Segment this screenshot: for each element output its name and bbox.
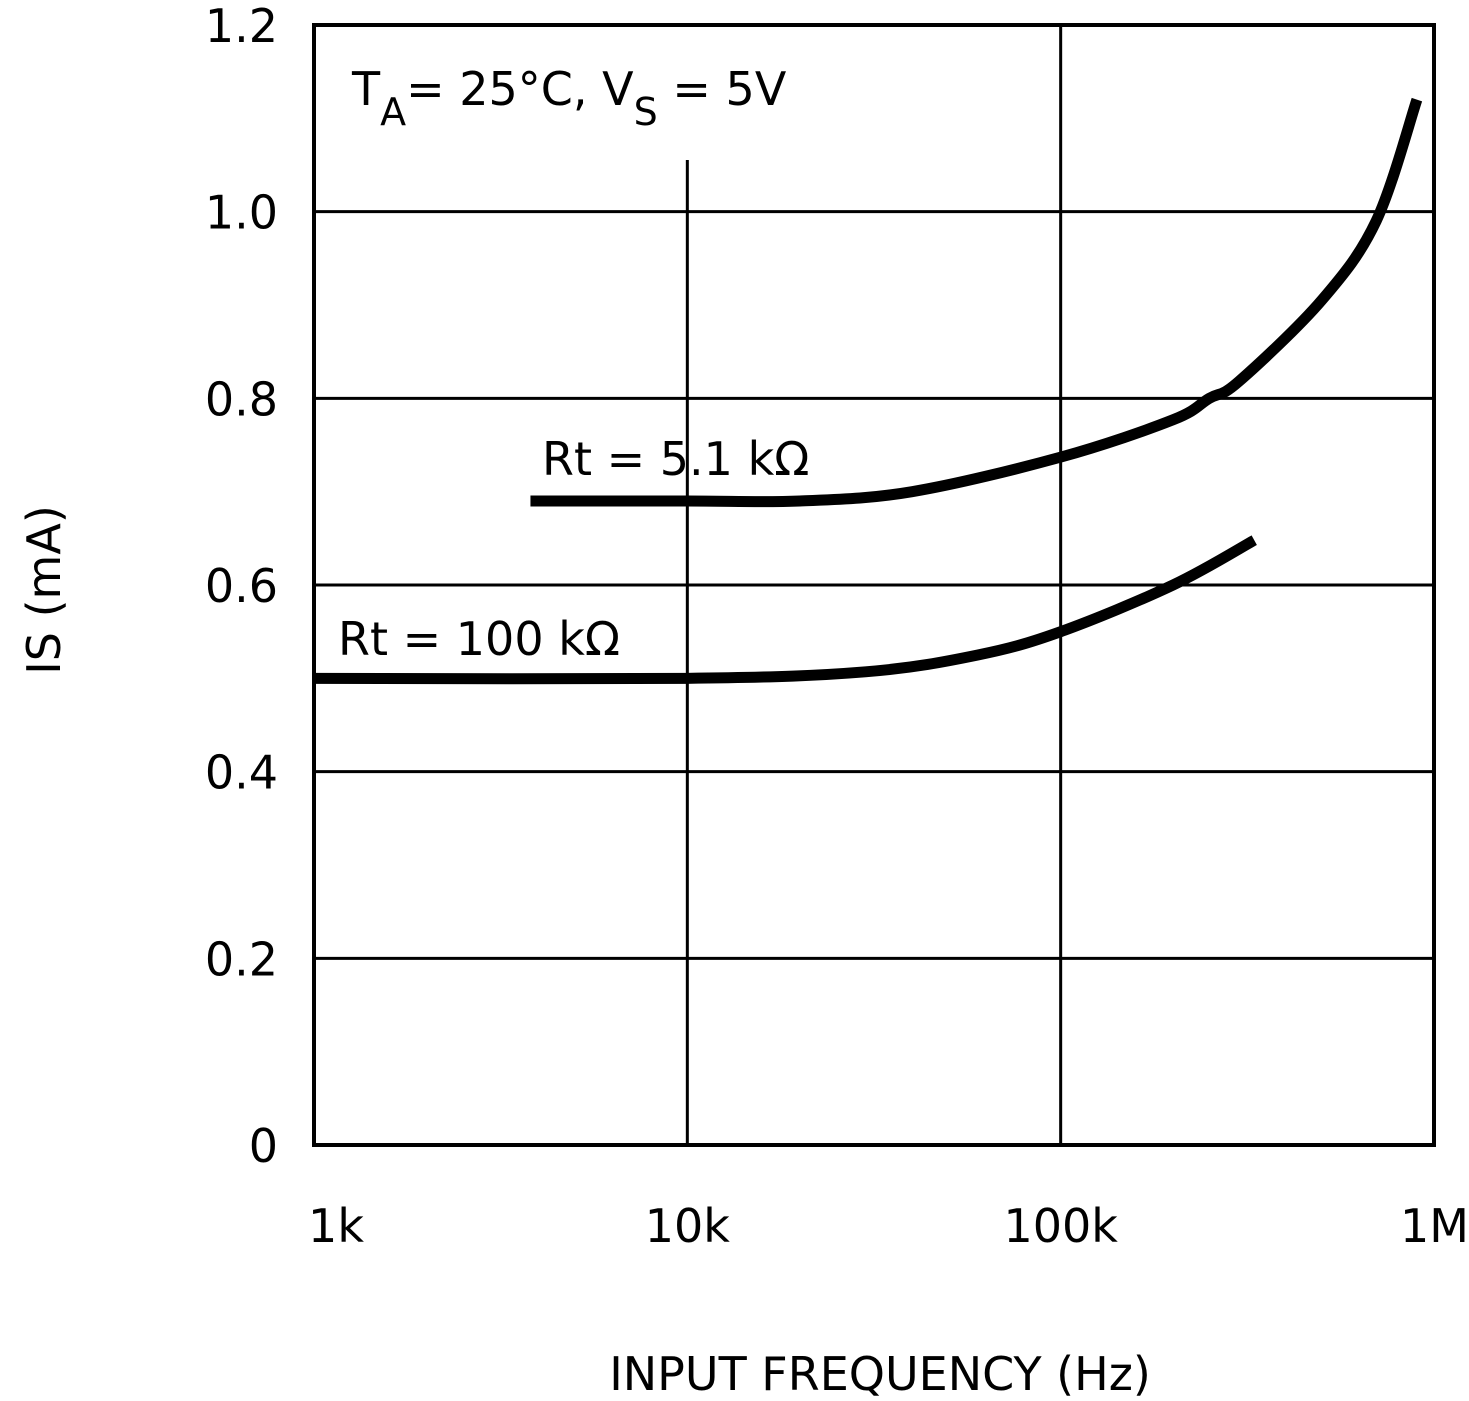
x-tick-label: 1k — [308, 1199, 364, 1253]
series-label-100k: Rt = 100 kΩ — [338, 612, 620, 666]
x-tick-label: 1M — [1400, 1199, 1469, 1253]
plot-frame — [312, 23, 1436, 1147]
series-label-5k1: Rt = 5.1 kΩ — [542, 432, 809, 486]
y-tick-label: 0.8 — [205, 372, 278, 426]
y-tick-label: 1.0 — [205, 186, 278, 240]
grid — [314, 25, 1434, 1145]
series-line-1 — [313, 535, 1257, 685]
y-tick-label: 0.2 — [205, 932, 278, 986]
tick-labels: 0 0.2 0.4 0.6 0.8 1.0 1.2 1k 10k 100k 1M — [205, 0, 1469, 1253]
series-lines — [313, 97, 1423, 685]
annotation: TA= 25°C, VS = 5V — [351, 62, 787, 134]
y-tick-label: 0.4 — [205, 746, 278, 800]
x-tick-label: 10k — [645, 1199, 731, 1253]
y-tick-label: 1.2 — [205, 0, 278, 53]
x-axis-label: INPUT FREQUENCY (Hz) — [609, 1347, 1151, 1401]
x-tick-label: 100k — [1003, 1199, 1118, 1253]
y-tick-label: 0 — [249, 1119, 278, 1173]
series-line-0 — [530, 97, 1423, 508]
y-axis-label: IS (mA) — [17, 505, 71, 675]
y-tick-label: 0.6 — [205, 559, 278, 613]
